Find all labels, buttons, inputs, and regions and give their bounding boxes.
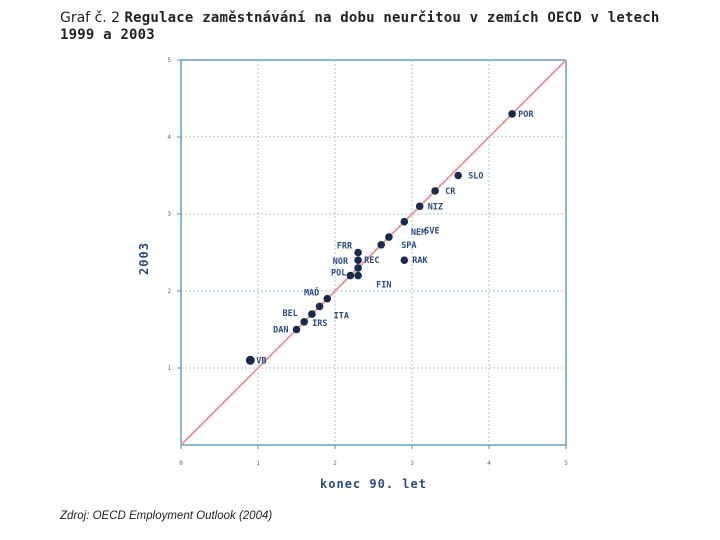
- data-point-label: FIN: [376, 281, 391, 291]
- x-tick-label: 2: [333, 460, 337, 467]
- data-point-label: RAK: [412, 256, 428, 266]
- title-text: Regulace zaměstnávání na dobu neurčitou …: [60, 10, 660, 43]
- x-tick-label: 5: [564, 460, 568, 467]
- data-point-label: FRR: [337, 242, 353, 252]
- data-point: [354, 256, 362, 265]
- data-point: [346, 271, 355, 280]
- data-point: [431, 187, 439, 195]
- data-point: [308, 310, 316, 318]
- x-tick-label: 1: [256, 460, 260, 467]
- data-point: [315, 302, 324, 311]
- data-point-label: BEL: [283, 309, 298, 319]
- data-point: [300, 318, 309, 326]
- x-tick-label: 0: [179, 460, 183, 467]
- data-point: [454, 171, 463, 180]
- data-point: [400, 217, 409, 226]
- x-axis-label: konec 90. let: [320, 477, 427, 491]
- y-tick-label: 5: [167, 57, 171, 64]
- y-tick-label: 2: [167, 288, 171, 295]
- diagonal-line: [180, 59, 567, 446]
- y-tick-label: 3: [167, 211, 171, 218]
- source-note: Zdroj: OECD Employment Outlook (2004): [60, 510, 273, 522]
- data-point: [377, 241, 386, 249]
- data-point-label: POL: [331, 269, 346, 279]
- data-point-label: POR: [518, 110, 534, 120]
- y-axis-label: 2003: [137, 242, 151, 275]
- data-point-label: NEM: [411, 228, 426, 238]
- data-point-label: REC: [364, 256, 379, 266]
- data-point-label: SVE: [424, 227, 439, 237]
- data-point-label: SPA: [401, 241, 416, 251]
- data-point: [354, 248, 362, 257]
- data-point-label: NIZ: [428, 202, 443, 212]
- data-point: [245, 355, 255, 365]
- title-lead: Graf č. 2: [60, 10, 121, 26]
- data-point-label: NOR: [333, 257, 349, 267]
- data-point-label: SLO: [468, 172, 483, 182]
- data-point: [400, 256, 409, 265]
- data-point-label: DAN: [273, 326, 288, 336]
- data-point: [415, 202, 424, 211]
- data-point: [354, 264, 362, 272]
- data-point-label: VB: [256, 356, 266, 366]
- data-point: [323, 294, 332, 303]
- data-point: [385, 233, 393, 241]
- x-tick-label: 3: [410, 460, 414, 467]
- x-tick-label: 4: [487, 460, 491, 467]
- data-point: [354, 271, 362, 280]
- data-point-label: MAĎ: [304, 287, 319, 299]
- data-point: [292, 325, 301, 334]
- data-point-label: CR: [445, 187, 456, 197]
- y-tick-label: 1: [167, 365, 171, 372]
- y-tick-label: 4: [167, 134, 171, 141]
- data-point: [508, 110, 516, 118]
- data-point-label: ITA: [334, 311, 349, 321]
- chart-title: Graf č. 2 Regulace zaměstnávání na dobu …: [60, 10, 700, 44]
- data-point-label: IRS: [312, 319, 327, 329]
